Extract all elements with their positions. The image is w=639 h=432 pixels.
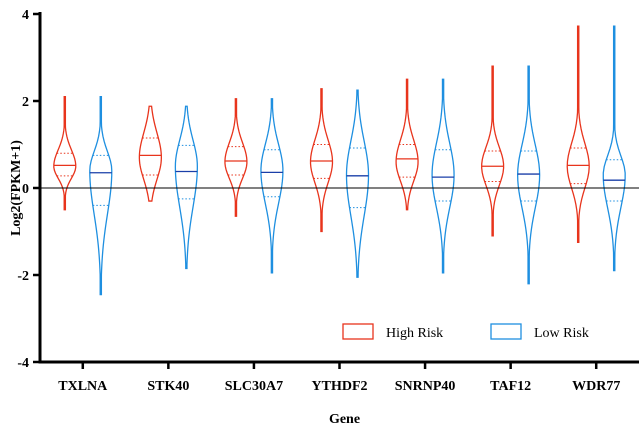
y-axis-title: Log2(FPKM+1) bbox=[9, 140, 24, 236]
violin-taf12-low-risk bbox=[516, 65, 541, 285]
violin-body bbox=[566, 25, 590, 244]
violin-body bbox=[138, 105, 163, 202]
violin-body bbox=[260, 98, 284, 274]
x-tick-label: TXLNA bbox=[58, 379, 108, 394]
violin-body bbox=[602, 25, 626, 272]
violin-txlna-low-risk bbox=[89, 96, 113, 296]
x-tick-label: STK40 bbox=[147, 379, 189, 394]
y-tick-label: 4 bbox=[22, 8, 29, 23]
violin-stk40-high-risk bbox=[138, 105, 163, 202]
violin-stk40-low-risk bbox=[174, 105, 199, 270]
violin-body bbox=[345, 89, 370, 278]
y-tick-label: -4 bbox=[17, 356, 29, 371]
violin-body bbox=[224, 98, 248, 217]
y-tick-label: -2 bbox=[17, 269, 29, 284]
legend: High Risk Low Risk bbox=[342, 323, 589, 341]
x-tick-label: WDR77 bbox=[572, 379, 620, 394]
violin-snrnp40-low-risk bbox=[431, 78, 455, 274]
violin-taf12-high-risk bbox=[481, 65, 505, 237]
legend-swatch-low-risk bbox=[490, 323, 522, 340]
legend-label-low-risk: Low Risk bbox=[534, 326, 589, 341]
violin-snrnp40-high-risk bbox=[395, 78, 419, 211]
x-axis-title: Gene bbox=[329, 412, 360, 427]
x-tick-label: SNRNP40 bbox=[395, 379, 456, 394]
violins-layer bbox=[53, 25, 626, 296]
x-tick-label: YTHDF2 bbox=[312, 379, 368, 394]
violin-slc30a7-high-risk bbox=[224, 98, 248, 217]
legend-label-high-risk: High Risk bbox=[386, 326, 443, 341]
y-tick-label: 2 bbox=[22, 95, 29, 110]
violin-body bbox=[431, 78, 455, 274]
y-tick-label: 0 bbox=[22, 182, 29, 197]
violin-body bbox=[174, 105, 199, 270]
violin-ythdf2-low-risk bbox=[345, 89, 370, 278]
violin-wdr77-low-risk bbox=[602, 25, 626, 272]
violin-ythdf2-high-risk bbox=[309, 88, 334, 233]
violin-body bbox=[309, 88, 334, 233]
violin-body bbox=[516, 65, 541, 285]
axes-layer: -4 -2 0 2 4 TXLNA STK40 SLC30A7 YTHDF2 SNRNP40 TAF… bbox=[17, 8, 639, 394]
legend-swatch-high-risk bbox=[342, 323, 374, 340]
violin-wdr77-high-risk bbox=[566, 25, 590, 244]
violin-body bbox=[89, 96, 113, 296]
violin-slc30a7-low-risk bbox=[260, 98, 284, 274]
violin-txlna-high-risk bbox=[53, 96, 77, 211]
x-tick-label: TAF12 bbox=[490, 379, 531, 394]
x-tick-label: SLC30A7 bbox=[225, 379, 283, 394]
